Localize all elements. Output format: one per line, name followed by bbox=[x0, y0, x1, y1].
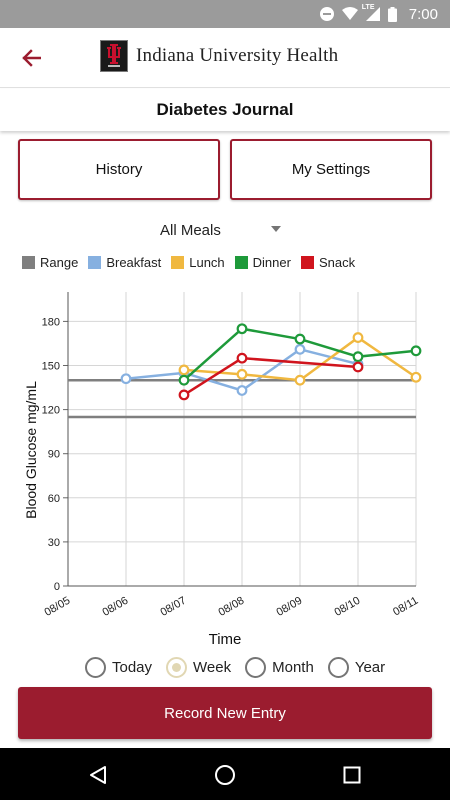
legend-label: Snack bbox=[318, 254, 356, 270]
x-tick-label: 08/06 bbox=[100, 595, 130, 619]
data-point-snack bbox=[352, 361, 364, 373]
square-recents-icon[interactable] bbox=[341, 764, 363, 786]
data-point-breakfast bbox=[120, 373, 132, 385]
status-bar: LTE 7:00 bbox=[0, 0, 450, 28]
data-point-lunch bbox=[352, 332, 364, 343]
do-not-disturb-icon bbox=[319, 7, 334, 21]
y-tick-label: 150 bbox=[42, 361, 60, 373]
triangle-back-icon[interactable] bbox=[87, 764, 109, 786]
x-tick-label: 08/08 bbox=[216, 595, 246, 619]
my-settings-button[interactable]: My Settings bbox=[230, 139, 432, 200]
wifi-icon bbox=[341, 7, 358, 20]
record-button-label: Record New Entry bbox=[164, 704, 286, 722]
legend-label: Dinner bbox=[252, 254, 291, 270]
data-point-breakfast bbox=[236, 385, 248, 396]
battery-icon bbox=[387, 6, 397, 22]
chart-grid bbox=[68, 292, 417, 586]
network-type: LTE bbox=[361, 4, 375, 11]
history-button[interactable]: History bbox=[18, 139, 220, 200]
meal-filter-value: All Meals bbox=[160, 221, 221, 239]
y-tick-label: 30 bbox=[48, 537, 60, 549]
my-settings-button-label: My Settings bbox=[291, 161, 371, 178]
radio-label: Month bbox=[272, 658, 314, 676]
status-icons: LTE 7:00 bbox=[319, 4, 438, 24]
legend-swatch bbox=[234, 255, 248, 269]
y-axis-label: Blood Glucose mg/mL bbox=[23, 381, 39, 519]
radio-circle[interactable] bbox=[85, 656, 106, 678]
data-point-lunch bbox=[236, 368, 248, 380]
data-point-dinner bbox=[236, 323, 248, 335]
legend-item-range: Range bbox=[22, 255, 78, 270]
page-title: Diabetes Journal bbox=[156, 100, 294, 119]
legend-swatch bbox=[22, 255, 35, 269]
legend-swatch bbox=[171, 255, 185, 269]
data-point-dinner bbox=[294, 333, 306, 345]
radio-label: Year bbox=[354, 658, 386, 676]
x-axis-label: Time bbox=[209, 631, 242, 648]
chart-legend: Range Breakfast Lunch Dinner Snack bbox=[22, 253, 365, 271]
system-nav-bar bbox=[0, 748, 450, 800]
legend-item-dinner: Dinner bbox=[234, 254, 291, 270]
radio-month[interactable]: Month bbox=[245, 656, 314, 678]
legend-item-lunch: Lunch bbox=[171, 254, 225, 270]
x-tick-label: 08/05 bbox=[42, 595, 72, 619]
x-tick-label: 08/11 bbox=[391, 595, 420, 619]
legend-swatch bbox=[300, 255, 314, 269]
brand-name: Indiana University Health bbox=[136, 45, 339, 66]
data-point-dinner bbox=[352, 351, 364, 363]
blood-glucose-chart: 08/05 08/06 08/07 08/08 08/09 08/10 08/11 0 30 60… bbox=[23, 292, 422, 648]
circle-home-icon[interactable] bbox=[214, 764, 236, 786]
data-point-lunch bbox=[410, 371, 422, 383]
status-time: 7:00 bbox=[408, 5, 438, 23]
chart-series bbox=[120, 323, 422, 401]
radio-label: Week bbox=[193, 658, 232, 676]
history-button-label: History bbox=[95, 161, 143, 178]
data-point-breakfast bbox=[294, 343, 306, 355]
data-point-snack bbox=[178, 389, 190, 401]
y-tick-label: 60 bbox=[48, 493, 60, 505]
radio-circle[interactable] bbox=[327, 656, 349, 678]
radio-label: Today bbox=[112, 658, 153, 676]
cell-signal-icon: LTE bbox=[362, 4, 380, 21]
data-point-lunch bbox=[294, 374, 306, 386]
legend-label: Breakfast bbox=[106, 254, 162, 270]
record-new-entry-button[interactable]: Record New Entry bbox=[18, 687, 432, 739]
brand-logo: Indiana University Health bbox=[100, 40, 338, 72]
y-tick-label: 0 bbox=[54, 581, 60, 593]
meal-filter-dropdown[interactable]: All Meals bbox=[160, 218, 290, 242]
data-point-snack bbox=[236, 352, 248, 364]
radio-today[interactable]: Today bbox=[85, 656, 153, 678]
x-tick-label: 08/10 bbox=[332, 595, 362, 619]
time-range-selector: Today Week Month Year bbox=[85, 655, 399, 679]
x-tick-label: 08/09 bbox=[274, 595, 304, 619]
legend-label: Range bbox=[40, 254, 79, 270]
radio-circle[interactable] bbox=[245, 656, 267, 678]
caret-down-icon bbox=[271, 226, 281, 232]
y-tick-label: 90 bbox=[48, 449, 60, 461]
legend-swatch bbox=[88, 255, 102, 269]
legend-label: Lunch bbox=[189, 254, 225, 270]
data-point-dinner bbox=[178, 374, 190, 386]
legend-item-breakfast: Breakfast bbox=[88, 255, 161, 270]
app-header: Indiana University Health bbox=[0, 28, 450, 88]
legend-item-snack: Snack bbox=[300, 254, 356, 270]
data-point-lunch bbox=[178, 364, 190, 376]
radio-year[interactable]: Year bbox=[327, 656, 386, 678]
data-point-dinner bbox=[410, 345, 422, 357]
y-tick-label: 120 bbox=[42, 405, 60, 417]
back-button[interactable] bbox=[16, 44, 46, 72]
iu-logo-icon bbox=[100, 40, 128, 72]
arrow-left-icon bbox=[22, 49, 41, 67]
radio-week[interactable]: Week bbox=[166, 656, 232, 678]
title-bar: Diabetes Journal bbox=[0, 89, 450, 131]
x-tick-label: 08/07 bbox=[158, 595, 188, 619]
radio-circle-selected[interactable] bbox=[166, 656, 188, 678]
y-tick-label: 180 bbox=[42, 316, 60, 328]
